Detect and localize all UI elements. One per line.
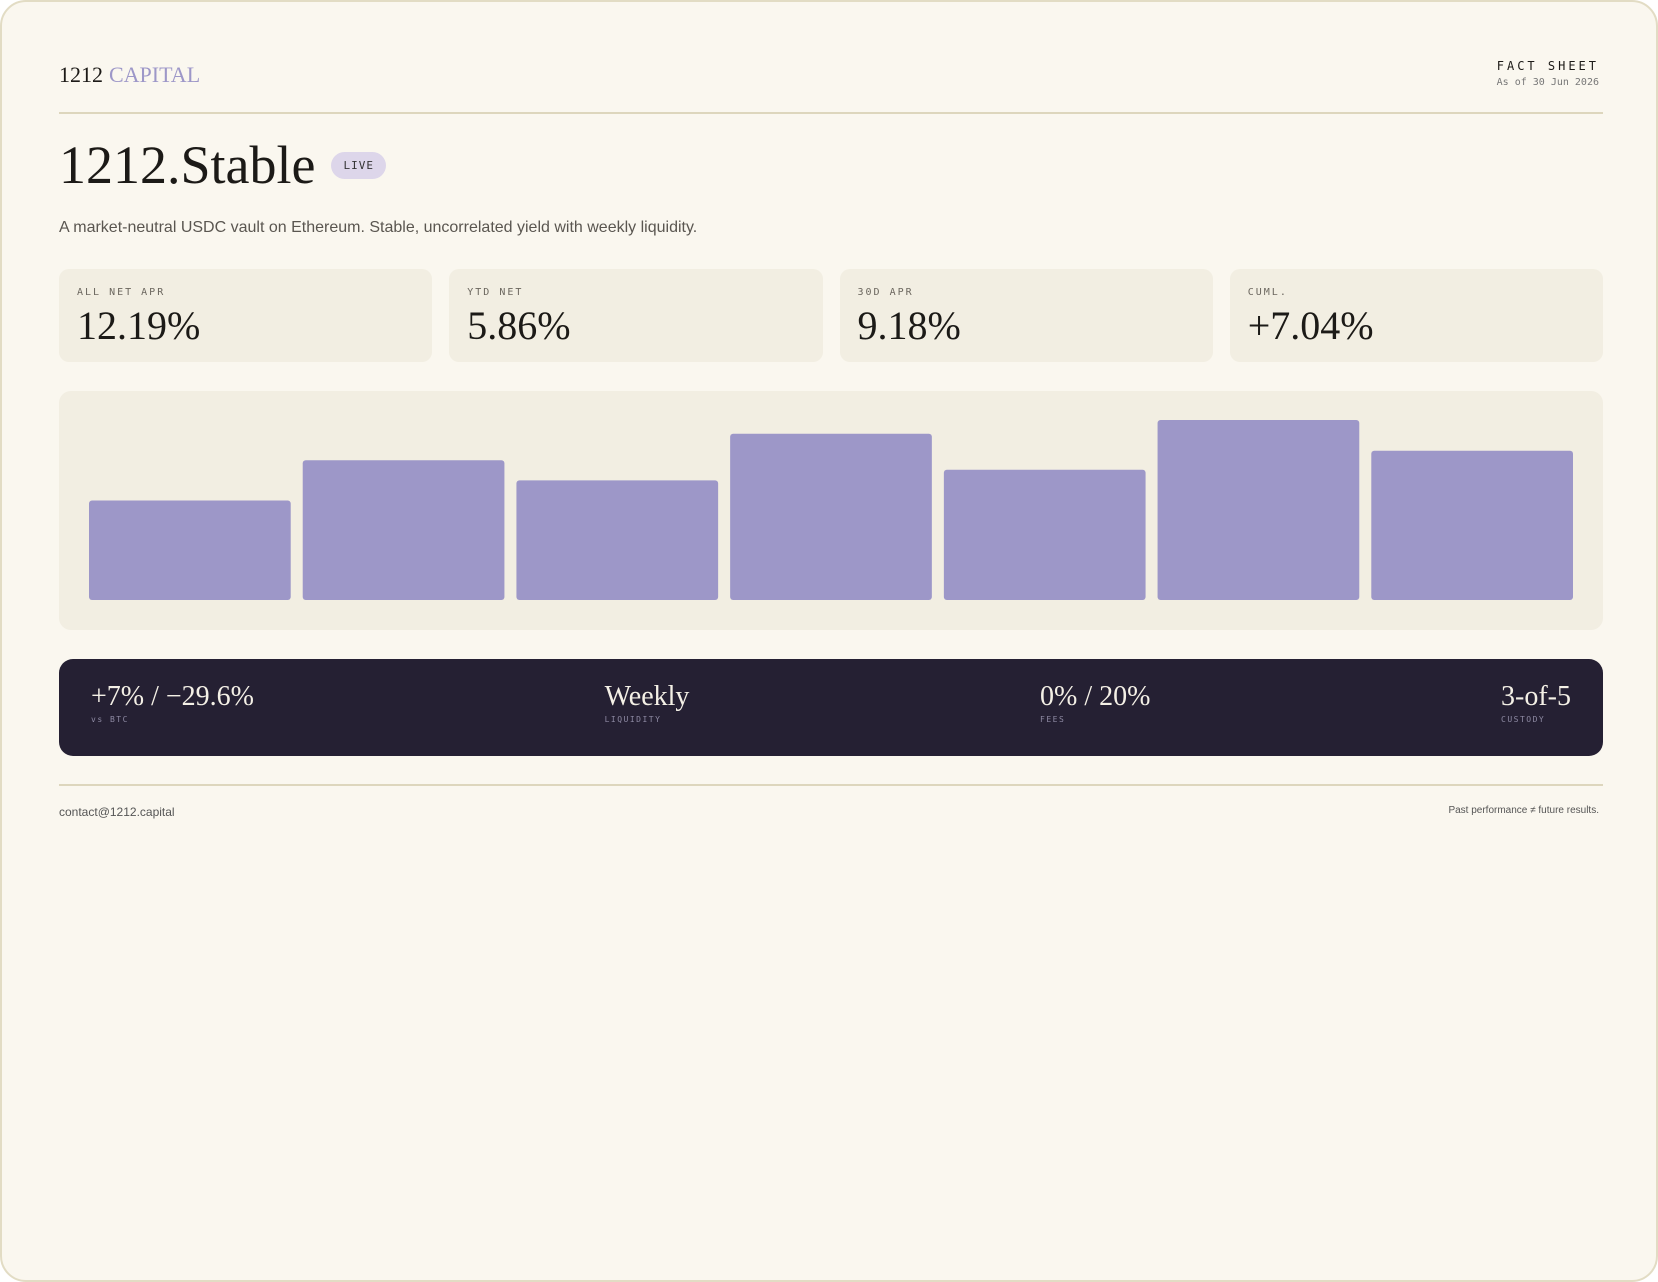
doc-meta: FACT SHEET As of 30 Jun 2026 (1497, 59, 1599, 88)
metrics: ALL NET APR 12.19% YTD NET 5.86% 30D APR 9.18… (59, 269, 1603, 362)
bar (89, 500, 291, 600)
brand: 1212 CAPITAL (59, 62, 200, 88)
bar (943, 469, 1146, 600)
fund-title: 1212.Stable LIVE (59, 134, 386, 196)
status-pill: LIVE (331, 151, 386, 179)
doc-type: FACT SHEET (1496, 59, 1599, 73)
divider (59, 784, 1603, 786)
term: +7% / −29.6% vs BTC (91, 681, 254, 734)
term: 3-of-5 CUSTODY (1501, 681, 1571, 734)
metric-label: CUML. (1247, 287, 1288, 298)
term-value: +7% / −29.6% (91, 681, 255, 712)
bar (730, 433, 932, 600)
metric-card: YTD NET 5.86% (449, 269, 823, 362)
metric-value: 12.19% (77, 303, 201, 348)
bar (1157, 420, 1360, 600)
metric-label: ALL NET APR (77, 287, 166, 298)
metric-label: 30D APR (857, 287, 914, 298)
as-of: As of 30 Jun 2026 (1496, 77, 1599, 88)
chart (89, 420, 1573, 600)
term-value: 3-of-5 (1501, 681, 1571, 712)
fund-name: 1212.Stable (59, 135, 316, 195)
brand-accent: CAPITAL (109, 62, 201, 87)
disclaimer: Past performance ≠ future results. (1448, 805, 1599, 816)
term-label: CUSTODY (1501, 715, 1546, 724)
metric-label: YTD NET (467, 287, 524, 298)
term-label: LIQUIDITY (604, 715, 662, 724)
divider (59, 112, 1603, 114)
description: A market-neutral USDC vault on Ethereum.… (59, 219, 698, 236)
term-label: FEES (1040, 715, 1066, 724)
bar (302, 460, 505, 600)
metric-value: 5.86% (467, 303, 571, 348)
brand-name: 1212 (59, 62, 103, 87)
bar (516, 480, 719, 600)
metric-card: CUML. +7.04% (1229, 269, 1603, 362)
term: 0% / 20% FEES (1040, 681, 1150, 734)
contact: contact@1212.capital (59, 805, 175, 819)
term-value: 0% / 20% (1040, 681, 1151, 712)
metric-card: ALL NET APR 12.19% (59, 269, 433, 362)
term-value: Weekly (604, 681, 690, 712)
metric-value: +7.04% (1247, 303, 1374, 348)
bar (1371, 450, 1573, 600)
metric-value: 9.18% (857, 303, 961, 348)
term-label: vs BTC (91, 715, 129, 724)
metric-card: 30D APR 9.18% (839, 269, 1213, 362)
terms: +7% / −29.6% vs BTC Weekly LIQUIDITY 0% / 20… (59, 659, 1603, 756)
chart-panel (59, 391, 1603, 630)
term: Weekly LIQUIDITY (605, 681, 690, 734)
